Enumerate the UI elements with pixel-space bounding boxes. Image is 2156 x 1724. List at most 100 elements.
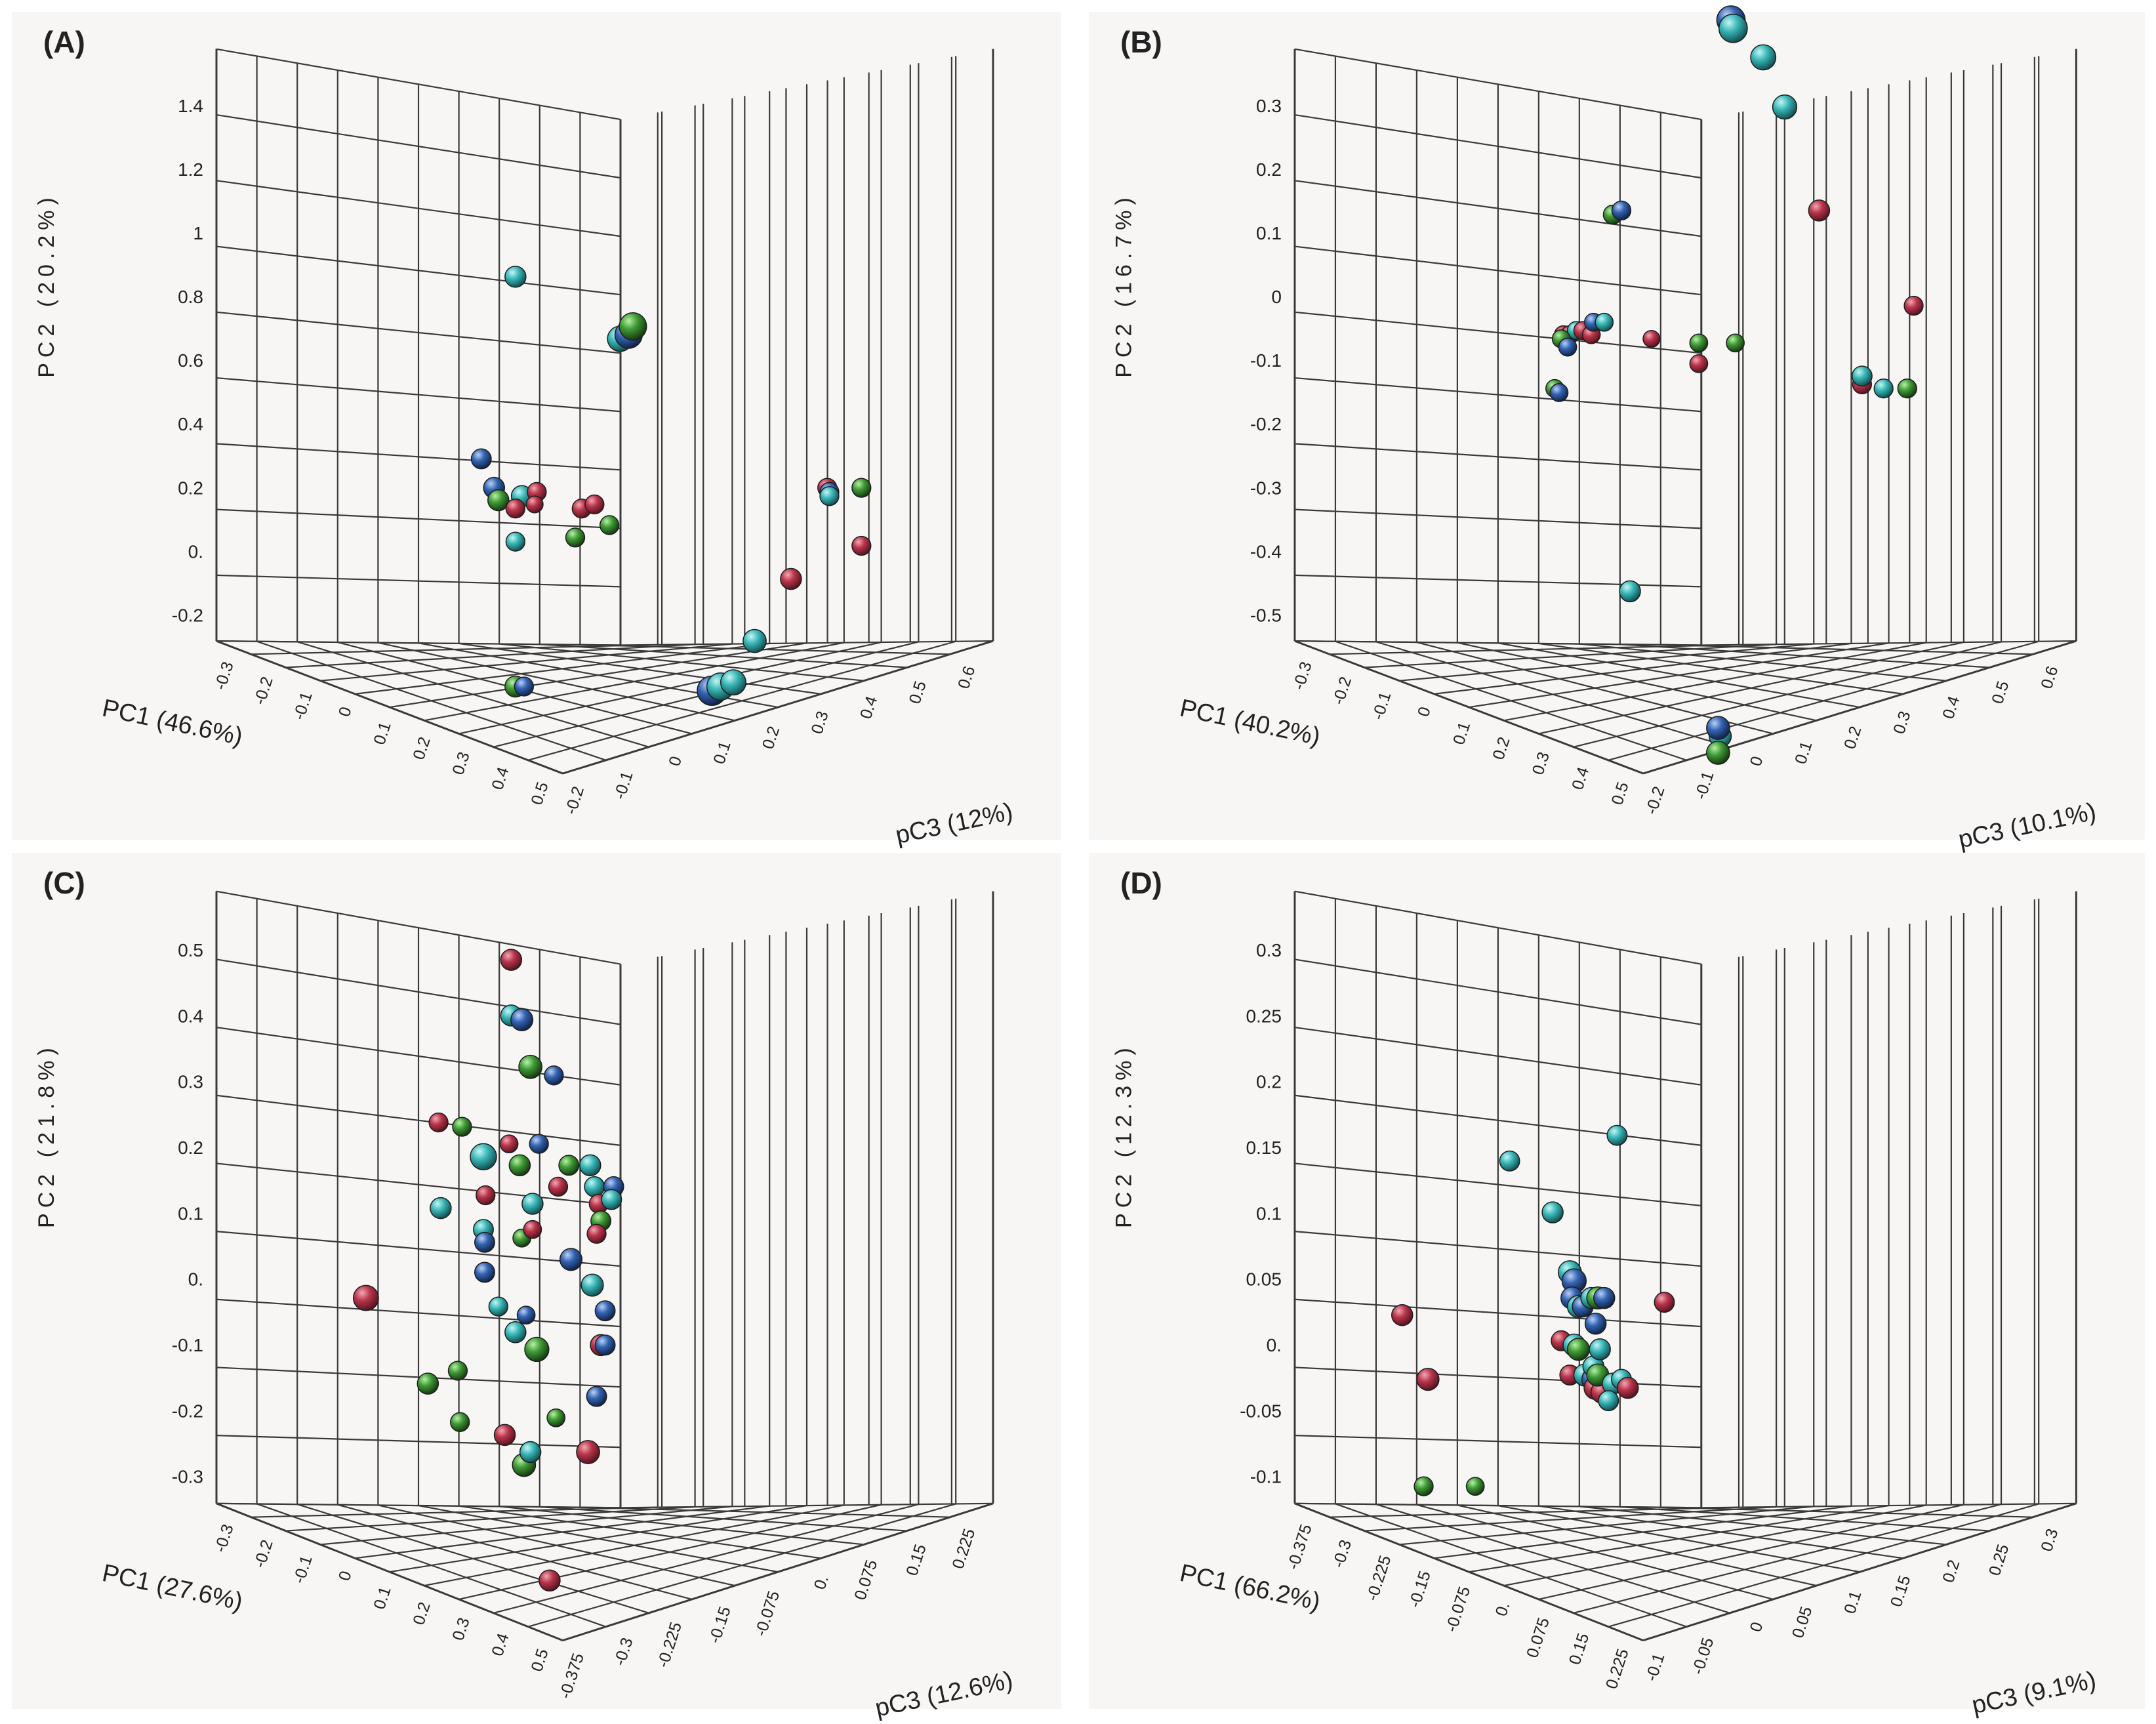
- data-point-red: [1654, 1292, 1675, 1313]
- data-point-red: [1903, 295, 1924, 316]
- grid-line: [355, 1505, 770, 1559]
- data-point-red: [1808, 199, 1831, 222]
- grid-line: [216, 48, 621, 121]
- grid-line: [1294, 1298, 1701, 1328]
- frame-edge: [1294, 640, 1644, 775]
- data-point-red: [576, 1440, 600, 1464]
- grid-line: [1294, 443, 1701, 471]
- grid-line: [1294, 1435, 1701, 1448]
- y-tick-label: 0.2: [178, 1138, 203, 1158]
- y-axis-label: PC2 (16.7%): [1111, 192, 1136, 378]
- grid-line: [216, 574, 621, 588]
- grid-line: [1294, 311, 1701, 354]
- data-point-blue: [514, 676, 535, 697]
- panel-background: [12, 853, 1061, 1709]
- grid-line: [1538, 641, 1964, 735]
- grid-line: [1573, 1504, 2002, 1614]
- grid: [215, 48, 994, 775]
- data-point-cyan: [720, 669, 746, 696]
- grid-line: [1503, 1504, 1926, 1587]
- grid-line: [1469, 642, 1889, 708]
- grid-line: [1294, 1026, 1701, 1086]
- data-point-cyan: [1595, 312, 1614, 332]
- panel-background: [1089, 853, 2145, 1709]
- grid-line: [1608, 640, 2039, 761]
- data-point-cyan: [580, 1273, 604, 1297]
- y-tick-label: 1.2: [178, 159, 203, 180]
- data-point-green: [1689, 333, 1709, 353]
- y-tick-label: 0.3: [1256, 96, 1282, 116]
- data-point-red: [500, 949, 523, 971]
- y-tick-label: 0.1: [1256, 223, 1282, 243]
- y-tick-label: 1: [193, 223, 203, 243]
- grid-line: [216, 443, 621, 471]
- frame-edge: [562, 1502, 994, 1642]
- data-point-green: [508, 1154, 531, 1177]
- grid-line: [389, 642, 807, 708]
- points: [352, 949, 624, 1591]
- grid-line: [216, 1162, 621, 1207]
- panel-label: (A): [43, 25, 85, 59]
- grid-line: [216, 180, 621, 237]
- grid-line: [1608, 1503, 2039, 1628]
- grid-line: [458, 1504, 882, 1601]
- data-point-cyan: [1750, 44, 1777, 71]
- grid-line: [216, 890, 621, 965]
- grid-line: [1294, 48, 1701, 121]
- grid-line: [1434, 642, 1852, 695]
- data-point-cyan: [601, 1189, 622, 1210]
- grid-line: [527, 640, 956, 761]
- data-point-blue: [559, 1248, 583, 1271]
- data-point-green: [619, 312, 647, 341]
- y-tick-label: 0.4: [178, 414, 203, 434]
- data-point-cyan: [505, 531, 525, 552]
- grid-line: [216, 1435, 621, 1448]
- data-point-green: [1414, 1476, 1434, 1496]
- data-point-blue: [1706, 716, 1730, 740]
- frame-edge: [1642, 1502, 2077, 1642]
- grid-line: [1294, 377, 1701, 413]
- grid-line: [424, 1504, 845, 1587]
- grid-line: [1294, 1094, 1701, 1146]
- grid-line: [1294, 180, 1701, 237]
- data-point-blue: [474, 1231, 495, 1253]
- grid-line: [1399, 643, 1814, 682]
- grid-line: [320, 643, 733, 682]
- data-point-green: [546, 1408, 566, 1427]
- grid-line: [216, 311, 621, 354]
- grid-line: [1469, 1504, 1889, 1573]
- y-tick-label: 0.6: [178, 350, 203, 371]
- data-point-cyan: [521, 1193, 544, 1215]
- grid: [1293, 890, 2077, 1642]
- panel-background: [1089, 12, 2145, 840]
- data-point-red: [493, 1424, 516, 1447]
- data-point-cyan: [819, 486, 840, 506]
- data-point-red: [352, 1284, 379, 1311]
- data-point-green: [417, 1372, 439, 1395]
- grid-line: [251, 1506, 658, 1518]
- data-point-red: [780, 567, 802, 590]
- data-point-green: [450, 1412, 470, 1432]
- grid-line: [216, 1502, 621, 1509]
- y-tick-label: 0.1: [178, 1203, 203, 1223]
- grid-line: [1573, 641, 2002, 748]
- data-point-cyan: [1606, 1124, 1628, 1146]
- data-point-red: [1642, 329, 1661, 348]
- y-axis-label: PC2 (20.2%): [34, 192, 59, 378]
- data-point-green: [851, 478, 872, 498]
- y-tick-label: 0.2: [1256, 159, 1282, 180]
- data-point-green: [558, 1155, 580, 1176]
- data-point-red: [548, 1176, 569, 1197]
- grid-line: [216, 1298, 621, 1328]
- grid-line: [1330, 644, 1739, 655]
- grid-line: [355, 642, 770, 695]
- data-point-blue: [1584, 1313, 1607, 1335]
- y-tick-label: 0.: [188, 1269, 203, 1290]
- data-point-blue: [1549, 383, 1569, 402]
- data-point-cyan: [742, 628, 767, 653]
- data-point-cyan: [488, 1296, 508, 1317]
- data-point-blue: [1593, 1286, 1616, 1309]
- grid-line: [1364, 644, 1777, 668]
- grid-line: [251, 644, 658, 655]
- y-tick-label: 0.2: [178, 478, 203, 498]
